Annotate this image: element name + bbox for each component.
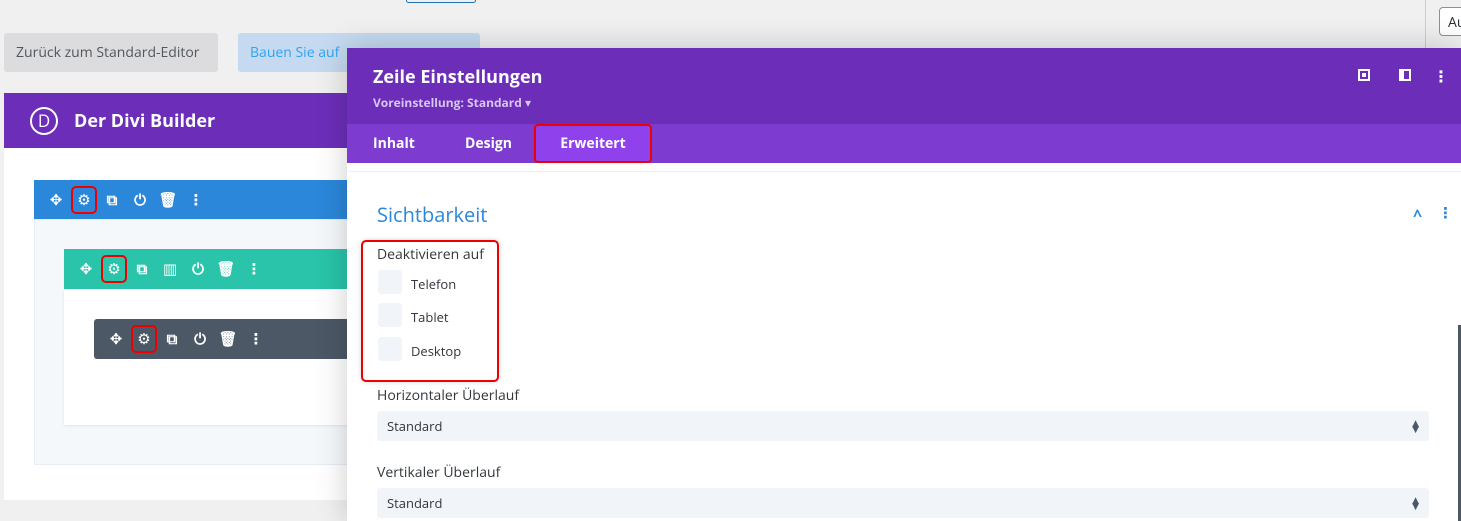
checkbox-label-desktop: Desktop (411, 342, 462, 360)
overflow-x-select[interactable]: Standard ▲ ▼ (377, 411, 1429, 441)
divi-title: Der Divi Builder (74, 108, 216, 133)
duplicate-icon[interactable]: ⧉ (136, 259, 148, 279)
overflow-y-select[interactable]: Standard ▲ ▼ (377, 488, 1429, 518)
preset-dropdown[interactable]: Voreinstellung: Standard ▾ (373, 94, 531, 111)
trash-icon[interactable]: 🗑 (218, 329, 238, 349)
settings-gear-icon[interactable]: ⚙ (131, 325, 157, 353)
divi-logo-icon: D (30, 106, 58, 135)
highlight-box (361, 240, 499, 382)
scrollbar[interactable] (1458, 325, 1461, 521)
section-toolbar: ✥ ⚙ ⧉ ⏻ 🗑 ⋮ (34, 180, 364, 219)
duplicate-icon[interactable]: ⧉ (106, 189, 118, 210)
checkbox-label-tablet: Tablet (411, 308, 449, 326)
overflow-y-value: Standard (387, 494, 443, 512)
checkbox-telefon[interactable] (378, 270, 402, 294)
section-title-sichtbarkeit[interactable]: Sichtbarkeit (377, 201, 488, 228)
duplicate-icon[interactable]: ⧉ (166, 329, 178, 349)
disable-on-label: Deaktivieren auf (377, 245, 484, 264)
select-arrows-icon: ▲ ▼ (1412, 416, 1419, 435)
modal-header: Zeile Einstellungen Voreinstellung: Stan… (347, 48, 1461, 124)
modal-tabs (347, 124, 1461, 163)
collapse-chevron-up-icon[interactable]: ^ (1413, 204, 1423, 226)
more-options-icon[interactable]: ⋮ (1433, 65, 1449, 87)
more-icon[interactable]: ⋮ (188, 189, 204, 210)
checkbox-label-telefon: Telefon (411, 275, 457, 293)
tab-inhalt[interactable]: Inhalt (373, 134, 415, 153)
section-more-icon[interactable]: ⋮ (1438, 203, 1453, 223)
right-input[interactable]: Au (1439, 7, 1461, 36)
more-icon[interactable]: ⋮ (248, 329, 264, 349)
module-toolbar: ✥ ⚙ ⧉ ⏻ 🗑 ⋮ (94, 319, 364, 359)
top-outline-button[interactable] (406, 0, 476, 3)
move-icon[interactable]: ✥ (79, 259, 93, 279)
move-icon[interactable]: ✥ (109, 329, 123, 349)
tab-divider (347, 171, 1461, 172)
more-icon[interactable]: ⋮ (246, 259, 262, 279)
divi-header: D Der Divi Builder (4, 93, 364, 148)
row-toolbar: ✥ ⚙ ⧉ ▥ ⏻ 🗑 ⋮ (64, 249, 364, 289)
back-to-standard-editor-button[interactable]: Zurück zum Standard-Editor (4, 33, 218, 72)
settings-gear-icon[interactable]: ⚙ (101, 255, 127, 283)
save-icon[interactable]: ⏻ (192, 259, 204, 279)
move-icon[interactable]: ✥ (49, 189, 63, 210)
modal-title: Zeile Einstellungen (373, 65, 543, 89)
toolbar-separator (1425, 0, 1426, 48)
trash-icon[interactable]: 🗑 (158, 189, 178, 210)
overflow-x-label: Horizontaler Überlauf (377, 386, 520, 405)
overflow-y-label: Vertikaler Überlauf (377, 463, 501, 482)
checkbox-desktop[interactable] (378, 337, 402, 361)
settings-gear-icon[interactable]: ⚙ (71, 185, 97, 214)
save-icon[interactable]: ⏻ (194, 329, 206, 349)
trash-icon[interactable]: 🗑 (216, 259, 236, 279)
save-icon[interactable]: ⏻ (134, 189, 146, 210)
tab-erweitert[interactable]: Erweitert (534, 124, 652, 163)
sidebar-layout-icon[interactable] (1399, 69, 1411, 81)
tab-design[interactable]: Design (465, 134, 512, 153)
select-arrows-icon: ▲ ▼ (1412, 493, 1419, 512)
columns-icon[interactable]: ▥ (162, 259, 178, 279)
overflow-x-value: Standard (387, 417, 443, 435)
fullscreen-icon[interactable] (1358, 69, 1370, 81)
checkbox-tablet[interactable] (378, 303, 402, 327)
